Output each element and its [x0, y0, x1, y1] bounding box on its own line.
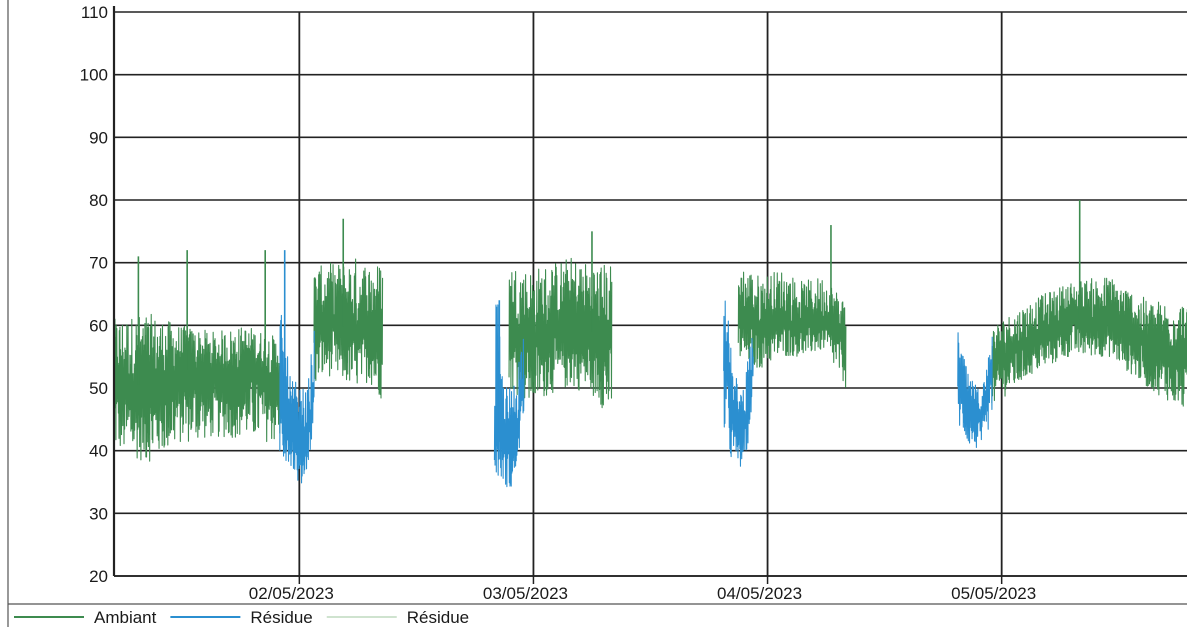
series-line-segment [279, 314, 315, 484]
y-tick-label: 70 [89, 254, 108, 273]
x-tick-label: 03/05/2023 [483, 584, 568, 603]
series-line-segment [991, 277, 1187, 407]
x-tick-label: 02/05/2023 [249, 584, 334, 603]
y-tick-label: 110 [81, 3, 108, 22]
plot-frame [7, 0, 1187, 627]
series-line-segment [957, 332, 993, 449]
y-tick-label: 30 [89, 504, 108, 523]
y-axis-ticks: 20 30 40 50 60 70 80 90 100 110 [80, 3, 108, 586]
y-tick-label: 60 [89, 316, 108, 335]
series-line-segment [313, 258, 384, 399]
series-1 [279, 250, 993, 488]
x-tick-label: 04/05/2023 [717, 584, 802, 603]
x-axis-ticks: 02/05/2023 03/05/2023 04/05/2023 05/05/2023 [249, 576, 1036, 603]
legend-label: Résidue [250, 608, 312, 627]
series-line-segment [737, 271, 847, 388]
y-tick-label: 80 [89, 191, 108, 210]
x-tick-label: 05/05/2023 [951, 584, 1036, 603]
y-tick-label: 50 [89, 379, 108, 398]
plot-area [113, 200, 1187, 488]
legend-label: Ambiant [94, 608, 157, 627]
series-line-segment [508, 257, 613, 409]
y-tick-label: 90 [89, 128, 108, 147]
series-line-segment [723, 300, 754, 467]
legend-label: Résidue [407, 608, 469, 627]
series-0 [113, 200, 1187, 462]
legend: Ambiant Résidue Résidue [14, 608, 469, 627]
series-line-segment [113, 313, 281, 462]
y-tick-label: 40 [89, 442, 108, 461]
y-tick-label: 100 [80, 66, 108, 85]
y-tick-label: 20 [89, 567, 108, 586]
